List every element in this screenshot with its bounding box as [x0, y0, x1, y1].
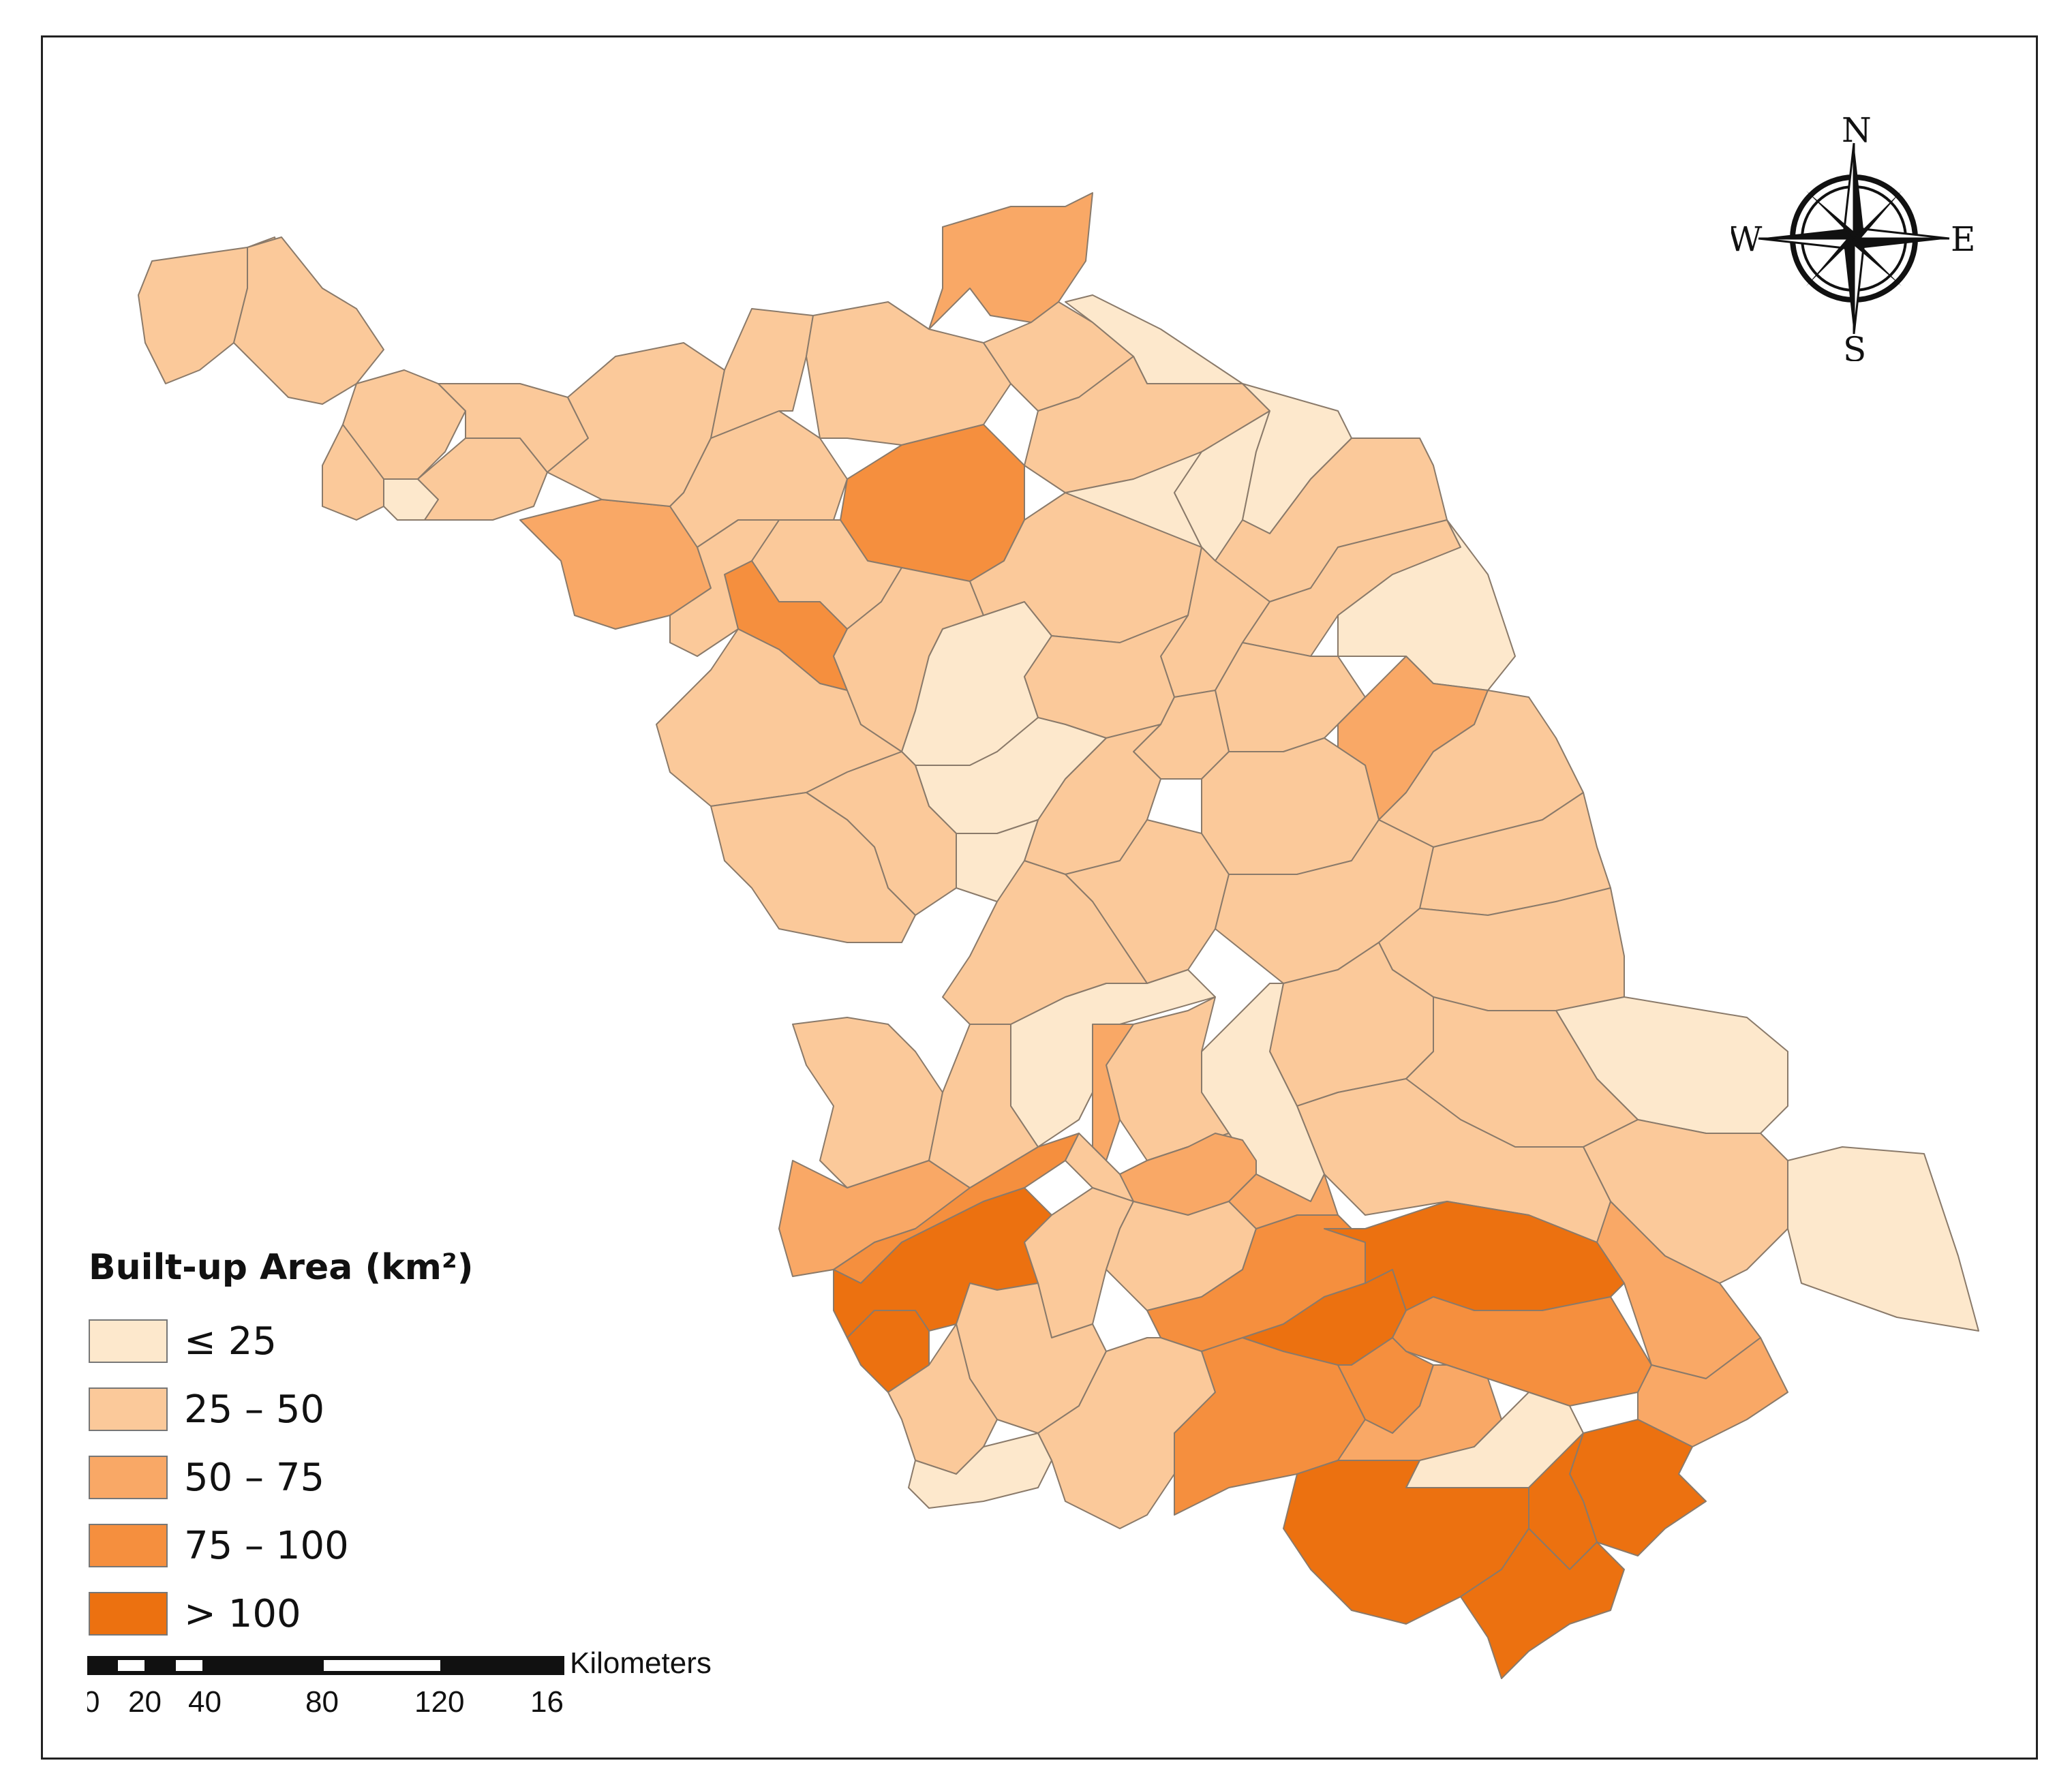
county-region	[847, 1310, 930, 1393]
county-region	[908, 1432, 1052, 1509]
county-region	[1392, 1296, 1652, 1407]
county-region	[1201, 737, 1380, 875]
legend-swatch	[89, 1456, 168, 1499]
county-region	[792, 1017, 943, 1188]
county-region	[1283, 1460, 1529, 1625]
map-canvas	[138, 192, 1979, 1679]
legend-item: 75 – 100	[89, 1512, 474, 1580]
legend-title: Built-up Area (km²)	[89, 1247, 474, 1288]
scale-bar: 0 20 40 80 120 160	[83, 1656, 580, 1719]
county-region	[1296, 1078, 1611, 1243]
legend-label: 25 – 50	[184, 1387, 325, 1432]
compass-east-label: E	[1951, 219, 1976, 259]
legend: Built-up Area (km²) ≤ 25 25 – 50 50 – 75…	[89, 1247, 474, 1648]
scale-tick-label: 0	[87, 1685, 100, 1717]
scale-tick-label: 80	[305, 1685, 339, 1717]
map-frame	[41, 35, 2038, 1760]
legend-item: 25 – 50	[89, 1375, 474, 1443]
county-region	[233, 236, 384, 405]
legend-item: > 100	[89, 1580, 474, 1648]
county-region	[710, 792, 916, 943]
north-arrow-compass: N S E W	[1727, 110, 1977, 369]
scale-tick-label: 20	[128, 1685, 162, 1717]
county-region	[840, 424, 1025, 582]
legend-swatch	[89, 1319, 168, 1363]
legend-label: 75 – 100	[184, 1523, 349, 1568]
compass-south-label: S	[1843, 330, 1866, 361]
scale-tick-label: 40	[188, 1685, 222, 1717]
legend-swatch	[89, 1592, 168, 1636]
county-region	[710, 308, 814, 439]
legend-swatch	[89, 1524, 168, 1567]
legend-item: ≤ 25	[89, 1307, 474, 1375]
legend-label: ≤ 25	[184, 1319, 277, 1364]
legend-label: 50 – 75	[184, 1455, 325, 1500]
counties	[138, 192, 1979, 1679]
scale-unit-label: Kilometers	[570, 1646, 712, 1680]
county-region	[1460, 1528, 1625, 1679]
scale-tick-label: 160	[530, 1685, 564, 1717]
county-region	[806, 301, 1011, 446]
county-region	[928, 1024, 1039, 1188]
legend-item: 50 – 75	[89, 1443, 474, 1512]
county-region	[1228, 1173, 1339, 1229]
county-region	[942, 860, 1148, 1025]
legend-swatch	[89, 1387, 168, 1431]
compass-north-label: N	[1842, 116, 1872, 150]
compass-west-label: W	[1731, 219, 1763, 259]
scale-tick-label: 120	[414, 1685, 464, 1717]
legend-label: > 100	[184, 1591, 301, 1636]
county-region	[1787, 1146, 1979, 1332]
